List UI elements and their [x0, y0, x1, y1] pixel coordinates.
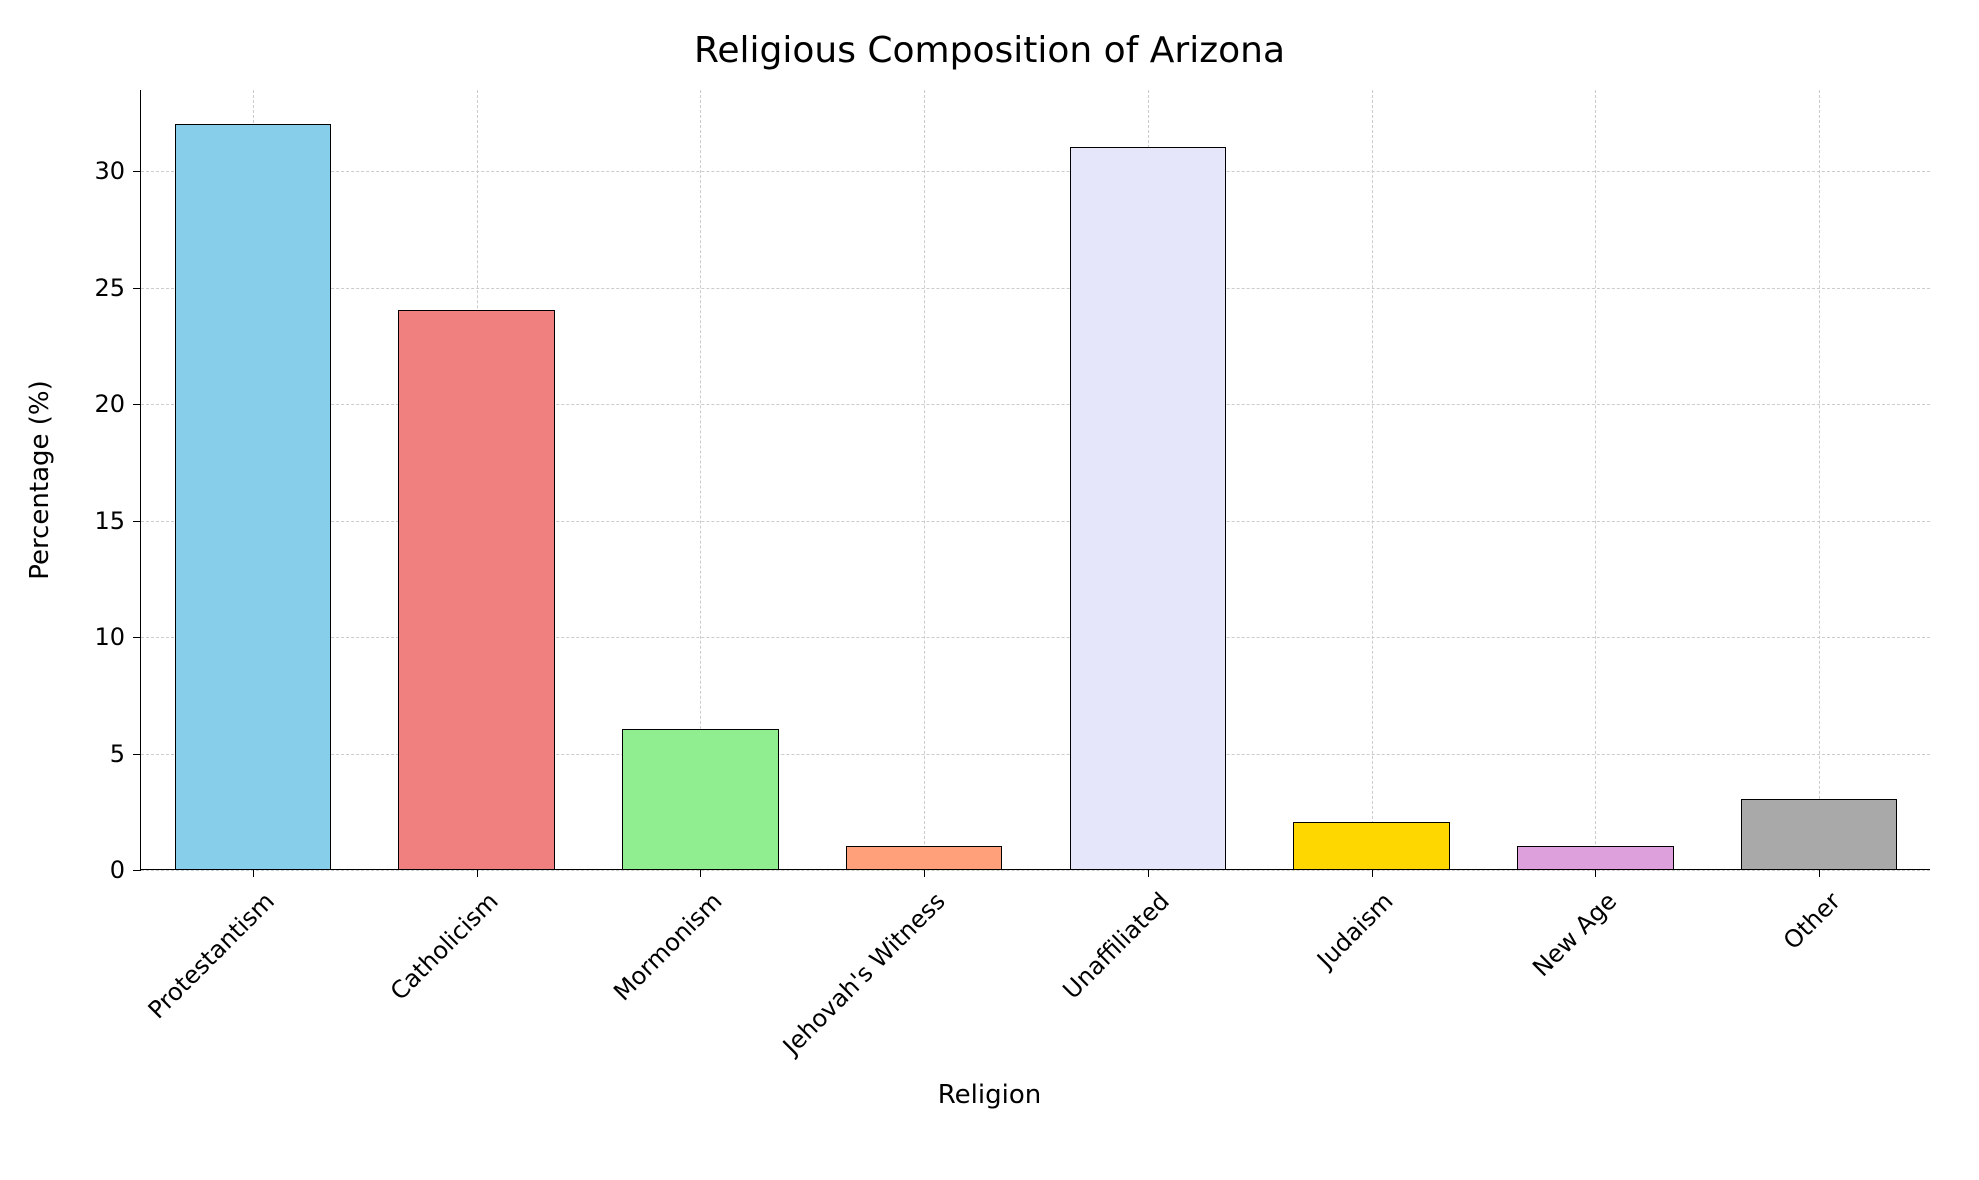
xtick-label: Protestantism [142, 887, 279, 1024]
bar [398, 310, 555, 869]
ytick-label: 20 [94, 390, 141, 418]
xtick-mark [1148, 869, 1149, 877]
xtick-label: New Age [1527, 887, 1622, 982]
xtick-label: Mormonism [608, 887, 727, 1006]
xtick-mark [1819, 869, 1820, 877]
ytick-label: 0 [110, 856, 141, 884]
x-axis-label: Religion [0, 1080, 1979, 1110]
bar [846, 846, 1003, 869]
gridline-h [141, 171, 1930, 172]
ytick-label: 10 [94, 623, 141, 651]
gridline-h [141, 288, 1930, 289]
plot-area: 051015202530ProtestantismCatholicismMorm… [140, 90, 1930, 870]
chart-title: Religious Composition of Arizona [0, 30, 1979, 71]
xtick-label: Unaffiliated [1057, 887, 1174, 1004]
bar [175, 124, 332, 869]
bar [1293, 822, 1450, 869]
ytick-label: 15 [94, 507, 141, 535]
xtick-mark [253, 869, 254, 877]
xtick-label: Judaism [1312, 887, 1399, 974]
bar [1070, 147, 1227, 869]
xtick-mark [477, 869, 478, 877]
gridline-v [1372, 90, 1373, 869]
gridline-v [1819, 90, 1820, 869]
ytick-label: 5 [110, 740, 141, 768]
gridline-h [141, 870, 1930, 871]
xtick-mark [924, 869, 925, 877]
bar [1741, 799, 1898, 869]
bar [1517, 846, 1674, 869]
ytick-label: 30 [94, 157, 141, 185]
y-axis-label: Percentage (%) [25, 380, 55, 580]
xtick-mark [1595, 869, 1596, 877]
xtick-mark [1372, 869, 1373, 877]
xtick-label: Other [1778, 887, 1846, 955]
xtick-mark [700, 869, 701, 877]
ytick-label: 25 [94, 274, 141, 302]
xtick-label: Jehovah's Witness [778, 887, 951, 1060]
chart-container: Religious Composition of Arizona 0510152… [0, 0, 1979, 1180]
bar [622, 729, 779, 869]
gridline-v [1595, 90, 1596, 869]
gridline-v [924, 90, 925, 869]
xtick-label: Catholicism [385, 887, 504, 1006]
